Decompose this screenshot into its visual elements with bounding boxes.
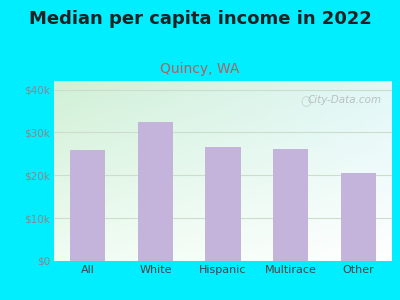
Bar — [341, 173, 376, 261]
Text: City-Data.com: City-Data.com — [308, 95, 382, 105]
Text: ○: ○ — [301, 95, 312, 108]
Text: Median per capita income in 2022: Median per capita income in 2022 — [28, 11, 372, 28]
Bar — [273, 149, 308, 261]
Bar — [138, 122, 173, 261]
Text: Quincy, WA: Quincy, WA — [160, 61, 240, 76]
Bar — [206, 147, 240, 261]
Bar — [70, 150, 105, 261]
